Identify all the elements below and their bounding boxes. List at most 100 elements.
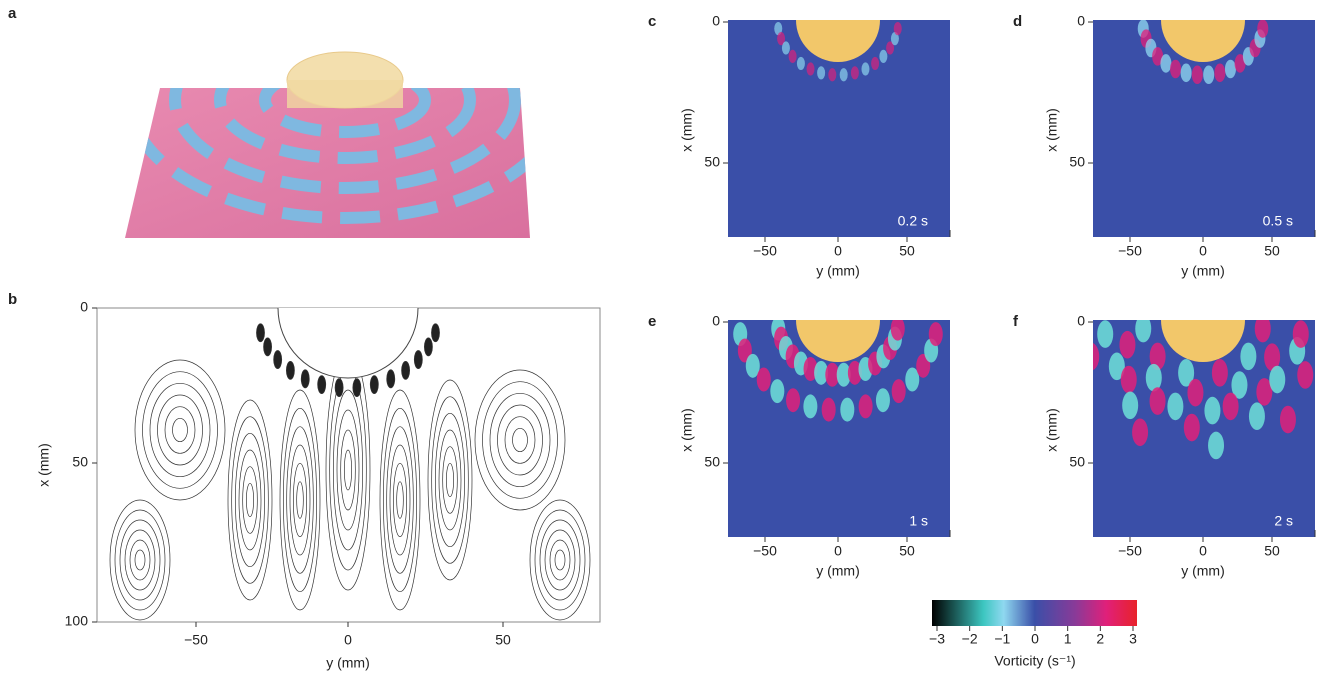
x-axis-label: y (mm) (816, 563, 860, 579)
y-axis-label: x (mm) (679, 408, 695, 452)
y-tick-label: 100 (65, 613, 89, 629)
x-tick-label: 0 (344, 632, 352, 648)
vortex (789, 50, 797, 63)
figure: ab−50050050100y (mm)x (mm)c0.2 s−5005005… (0, 0, 1318, 675)
time-label: 0.2 s (898, 213, 928, 229)
y-tick-label: 50 (1069, 454, 1085, 470)
vortex-dot (387, 370, 395, 388)
x-axis-label: y (mm) (326, 655, 370, 671)
map-content (1093, 0, 1315, 237)
panel-label: a (8, 5, 17, 22)
vortex (876, 388, 890, 412)
map-content (728, 278, 950, 537)
panel-label: c (648, 13, 656, 30)
vortex-dot (431, 324, 439, 342)
vortex-dot (335, 379, 343, 397)
y-tick-label: 50 (72, 454, 88, 470)
y-axis-label: x (mm) (1044, 408, 1060, 452)
x-tick-label: 0 (1199, 543, 1207, 559)
vortex (1249, 402, 1265, 430)
vortex (1214, 64, 1225, 83)
vortex (1160, 54, 1171, 73)
y-axis-label: x (mm) (679, 108, 695, 152)
vortex (851, 66, 859, 79)
y-tick-label: 0 (1077, 13, 1085, 29)
vortex (1076, 370, 1092, 398)
x-tick-label: 50 (495, 632, 511, 648)
vortex (757, 368, 771, 392)
vortex (871, 57, 879, 70)
vorticity-map (728, 0, 950, 237)
vortex (1170, 60, 1181, 79)
vortex (822, 398, 836, 422)
vortex (1184, 414, 1200, 442)
vortex (786, 388, 800, 412)
panel-label: e (648, 313, 656, 330)
vortex (879, 50, 887, 63)
y-tick-label: 0 (80, 299, 88, 315)
vortex (1083, 343, 1099, 371)
vortex (1293, 320, 1309, 348)
colorbar-tick-label: 3 (1129, 631, 1137, 647)
y-tick-label: 50 (1069, 154, 1085, 170)
vortex (861, 62, 869, 75)
colorbar-tick-label: 1 (1064, 631, 1072, 647)
panel-label: f (1013, 313, 1019, 330)
vortex (1187, 379, 1203, 407)
y-tick-label: 0 (1077, 313, 1085, 329)
vortex (1135, 315, 1151, 343)
vortex-dot (257, 324, 265, 342)
time-label: 0.5 s (1263, 213, 1293, 229)
vortex (1225, 60, 1236, 79)
vortex (828, 68, 836, 81)
vortex (1257, 19, 1268, 38)
vortex-dot (424, 338, 432, 356)
vortex (891, 317, 905, 341)
vortex (1146, 364, 1162, 392)
x-axis-label: y (mm) (1181, 263, 1225, 279)
colorbar-tick-label: 0 (1031, 631, 1039, 647)
vorticity-map (728, 278, 950, 537)
vortex (1269, 366, 1285, 394)
vortex (892, 379, 906, 403)
x-tick-label: −50 (753, 543, 777, 559)
colorbar-tick-label: −1 (994, 631, 1010, 647)
vortex (803, 394, 817, 418)
vortex (797, 57, 805, 70)
vortex (1192, 65, 1203, 84)
vortex-dot (370, 376, 378, 394)
surface-image (125, 0, 560, 238)
x-tick-label: −50 (753, 243, 777, 259)
vortex (782, 41, 790, 54)
panel-label: b (8, 291, 17, 308)
streamline-image (97, 308, 600, 622)
y-axis-label: x (mm) (1044, 108, 1060, 152)
vortex (1297, 361, 1313, 389)
vortex (1167, 393, 1183, 421)
x-tick-label: −50 (1118, 243, 1142, 259)
vortex (770, 379, 784, 403)
vortex-dot (274, 351, 282, 369)
vortex (840, 68, 848, 81)
vortex (1255, 315, 1271, 343)
vorticity-map (1093, 0, 1315, 237)
time-label: 2 s (1274, 513, 1293, 529)
cylinder (796, 278, 880, 362)
vortex (1181, 64, 1192, 83)
map-content (728, 0, 950, 237)
vortex (859, 394, 873, 418)
vortex (840, 398, 854, 422)
vortex-dot (318, 376, 326, 394)
vortex (1240, 343, 1256, 371)
vortex (1204, 397, 1220, 425)
y-tick-label: 0 (712, 313, 720, 329)
vortex (1121, 366, 1137, 394)
colorbar-tick-label: −3 (929, 631, 945, 647)
x-tick-label: 50 (1264, 243, 1280, 259)
colorbar-label: Vorticity (s⁻¹) (994, 653, 1075, 669)
y-axis-label: x (mm) (36, 443, 52, 487)
x-tick-label: 0 (1199, 243, 1207, 259)
vortex-dot (402, 361, 410, 379)
vortex-dot (264, 338, 272, 356)
vortex-dot (414, 351, 422, 369)
